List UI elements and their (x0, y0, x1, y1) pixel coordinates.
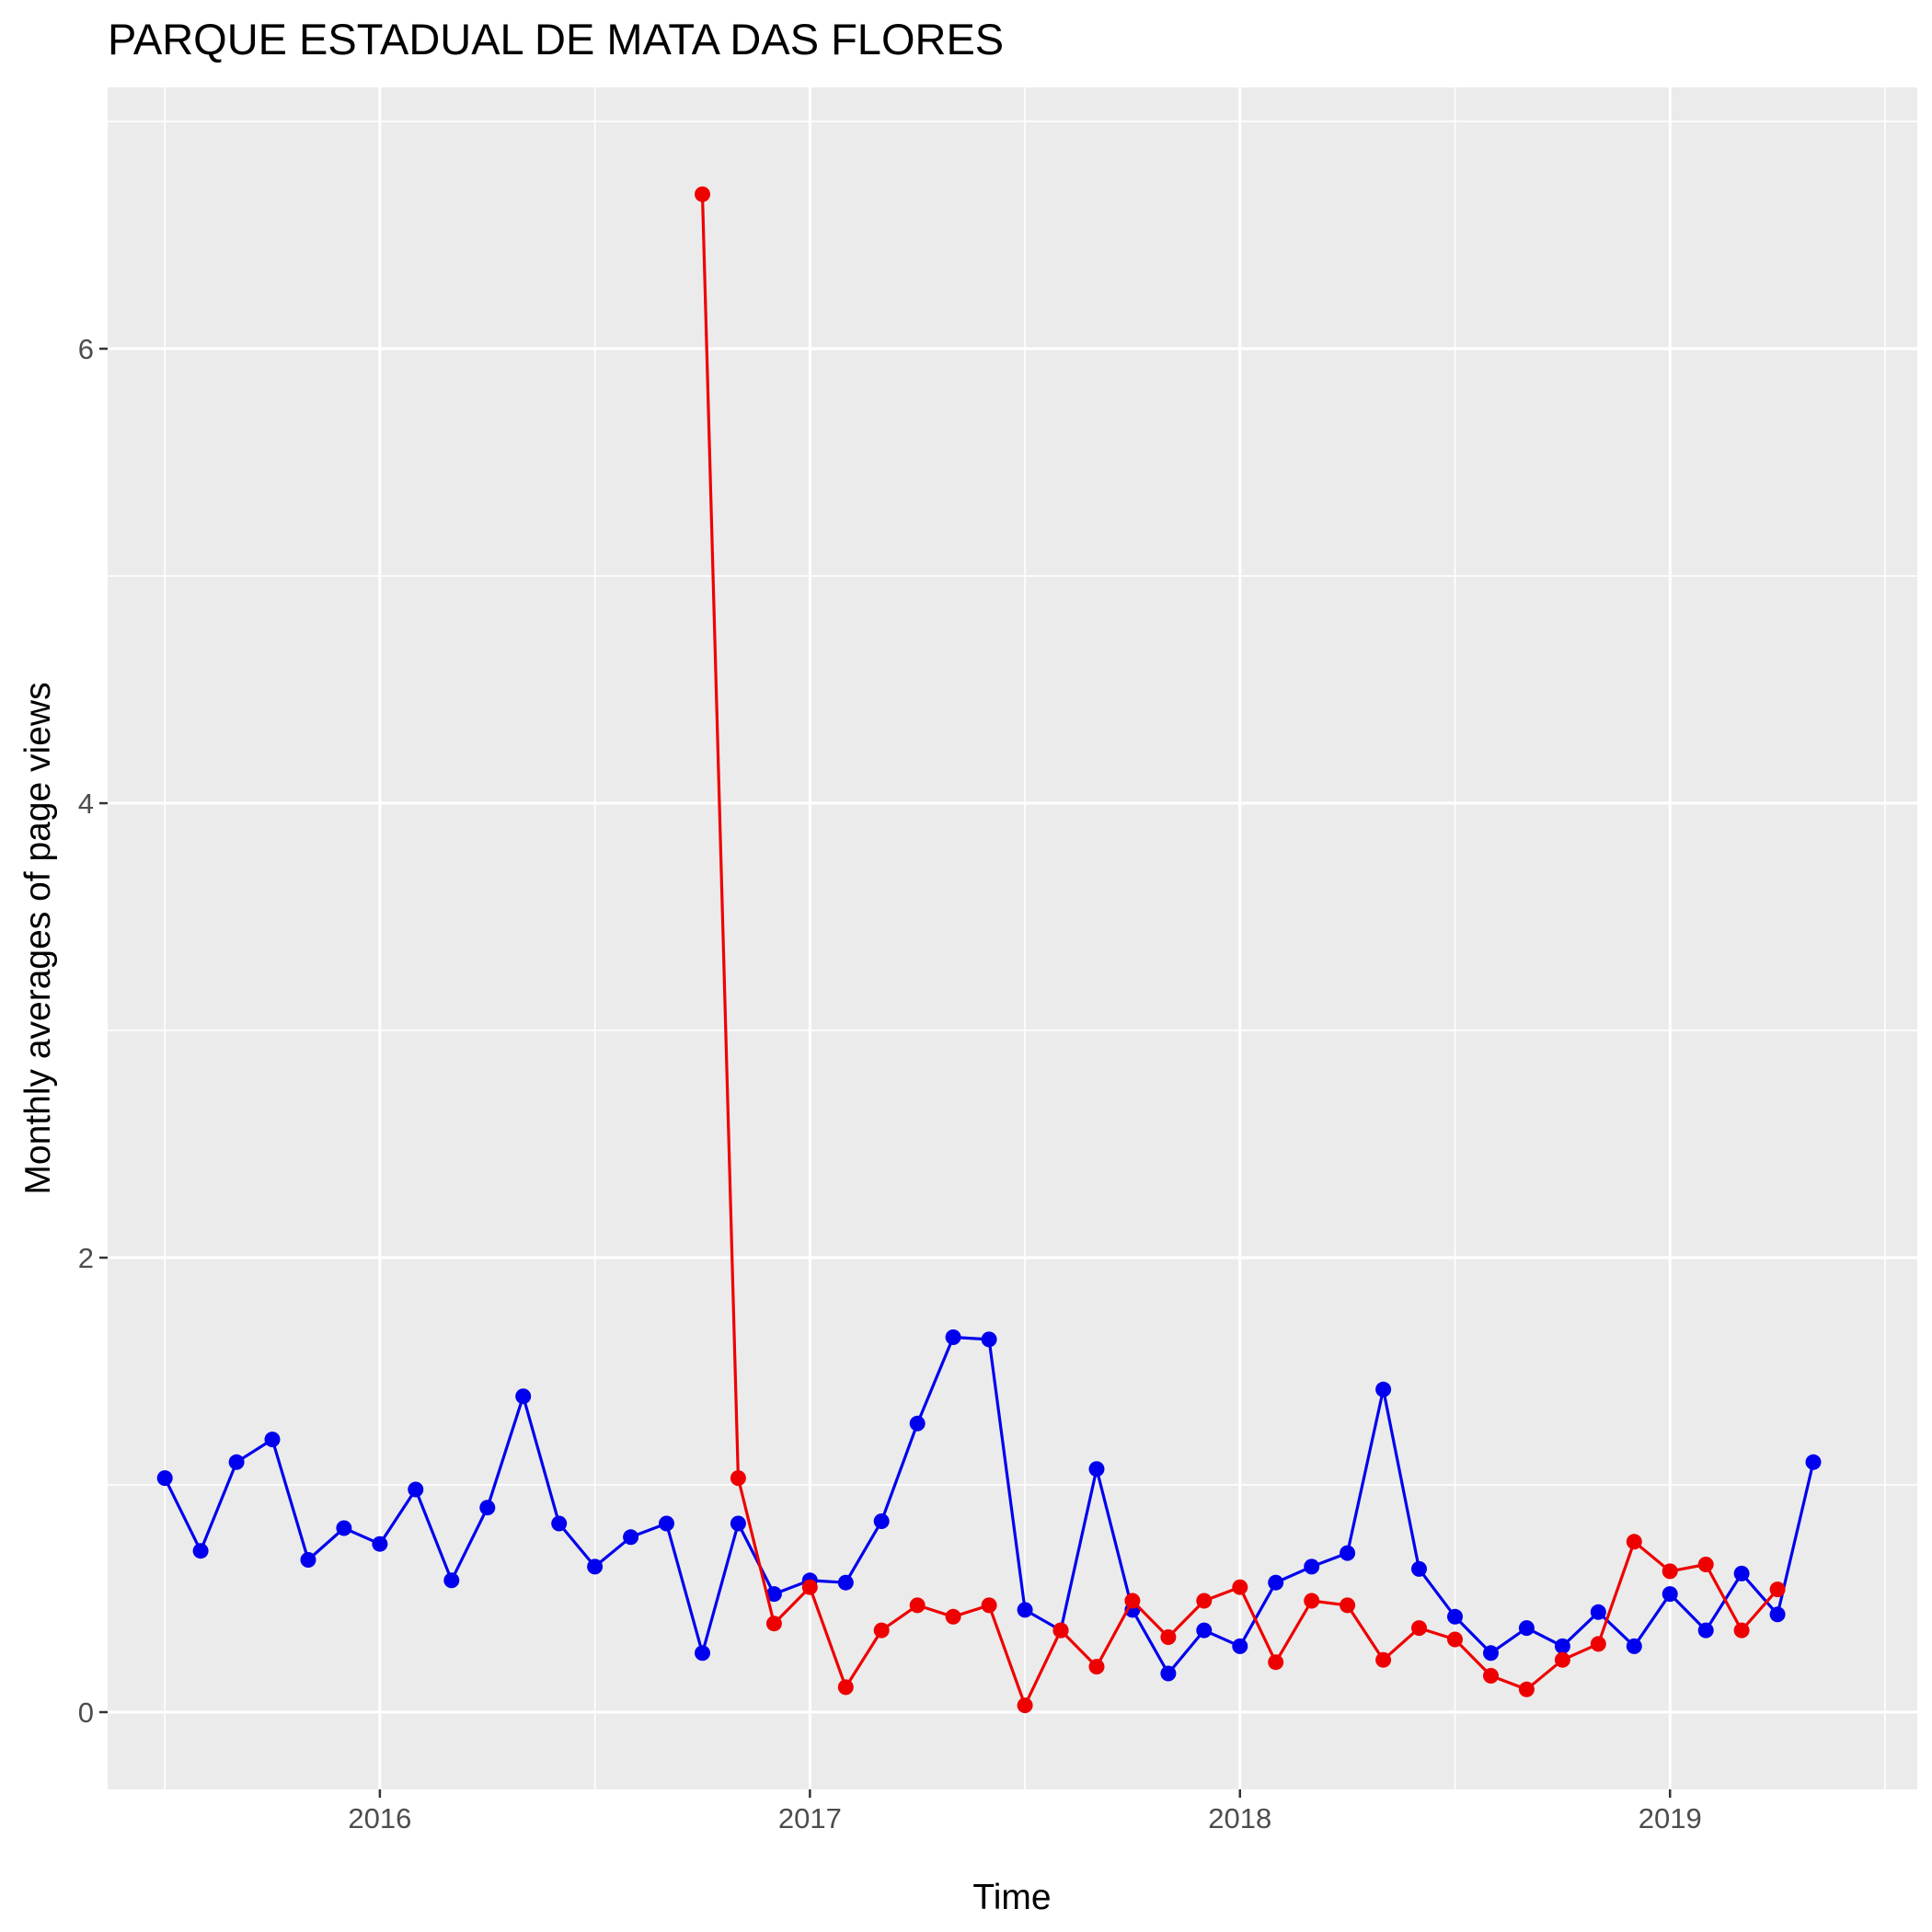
data-point (1769, 1581, 1786, 1598)
data-point (443, 1572, 460, 1589)
x-tick-label: 2018 (1208, 1802, 1271, 1834)
data-point (1590, 1636, 1606, 1652)
data-point (1196, 1593, 1213, 1609)
data-point (765, 1616, 782, 1632)
data-point (192, 1543, 209, 1559)
data-point (1447, 1631, 1463, 1648)
data-point (1088, 1461, 1105, 1478)
data-point (1662, 1563, 1678, 1580)
series-layer (156, 186, 1822, 1714)
data-point (1662, 1586, 1678, 1603)
x-tick-label: 2017 (778, 1802, 842, 1834)
minor-gridlines (108, 87, 1917, 1789)
data-point (1340, 1545, 1356, 1561)
data-point (981, 1597, 997, 1614)
data-point (1304, 1558, 1320, 1575)
data-point (336, 1520, 352, 1536)
data-point (372, 1535, 388, 1552)
major-gridlines (108, 87, 1917, 1789)
data-point (300, 1552, 316, 1568)
data-point (1733, 1622, 1750, 1639)
y-tick-label: 2 (78, 1242, 94, 1274)
x-axis: 2016 2017 2018 2019 (348, 1789, 1702, 1834)
data-point (515, 1388, 532, 1405)
data-point (1411, 1560, 1427, 1577)
data-point (1268, 1654, 1284, 1671)
data-point (1769, 1606, 1786, 1623)
data-point (1160, 1629, 1177, 1645)
data-point (837, 1574, 854, 1591)
data-point (695, 1645, 710, 1662)
data-point (695, 186, 710, 202)
data-point (1554, 1651, 1570, 1668)
data-point (981, 1331, 997, 1348)
data-point (730, 1515, 746, 1532)
y-tick-label: 4 (78, 788, 94, 820)
data-point (801, 1579, 818, 1595)
data-point (1088, 1659, 1105, 1675)
x-axis-title: Time (972, 1878, 1051, 1917)
data-point (1697, 1622, 1714, 1639)
y-axis: 0 2 4 6 (78, 333, 108, 1729)
data-point (1590, 1604, 1606, 1620)
data-point (659, 1515, 674, 1532)
data-point (1232, 1638, 1248, 1654)
data-point (1124, 1593, 1141, 1609)
data-point (1518, 1620, 1535, 1637)
data-point (837, 1679, 854, 1696)
y-tick-label: 6 (78, 333, 94, 365)
data-point (1805, 1454, 1822, 1470)
data-point (1626, 1534, 1642, 1550)
data-point (156, 1470, 173, 1487)
data-point (1554, 1638, 1570, 1654)
data-point (1483, 1668, 1499, 1684)
data-point (623, 1529, 639, 1546)
data-point (1375, 1651, 1392, 1668)
data-point (909, 1597, 926, 1614)
data-point (1017, 1602, 1033, 1618)
data-point (1196, 1622, 1213, 1639)
data-point (1697, 1557, 1714, 1572)
data-point (1447, 1608, 1463, 1625)
data-point (1017, 1697, 1033, 1714)
data-point (1304, 1593, 1320, 1609)
data-point (1411, 1620, 1427, 1637)
data-point (1232, 1579, 1248, 1595)
data-point (1733, 1565, 1750, 1581)
data-point (909, 1415, 926, 1432)
data-point (1518, 1681, 1535, 1697)
data-point (945, 1608, 961, 1625)
data-point (264, 1432, 281, 1448)
data-point (1626, 1638, 1642, 1654)
data-point (1160, 1665, 1177, 1682)
x-tick-label: 2019 (1639, 1802, 1702, 1834)
y-tick-label: 0 (78, 1696, 94, 1729)
data-point (1375, 1381, 1392, 1397)
data-point (1052, 1622, 1069, 1639)
data-point (1268, 1574, 1284, 1591)
y-axis-title: Monthly averages of page views (18, 682, 58, 1194)
series-1 (156, 1329, 1822, 1682)
data-point (551, 1515, 568, 1532)
data-point (587, 1558, 604, 1575)
series-2 (695, 186, 1786, 1714)
data-point (228, 1454, 245, 1470)
data-point (730, 1470, 746, 1487)
data-point (945, 1329, 961, 1345)
x-tick-label: 2016 (348, 1802, 411, 1834)
data-point (479, 1500, 496, 1516)
data-point (1483, 1645, 1499, 1662)
data-point (408, 1481, 424, 1498)
data-point (1340, 1597, 1356, 1614)
data-point (873, 1622, 890, 1639)
data-point (765, 1586, 782, 1603)
data-point (873, 1513, 890, 1529)
chart-title: PARQUE ESTADUAL DE MATA DAS FLORES (108, 15, 1004, 63)
